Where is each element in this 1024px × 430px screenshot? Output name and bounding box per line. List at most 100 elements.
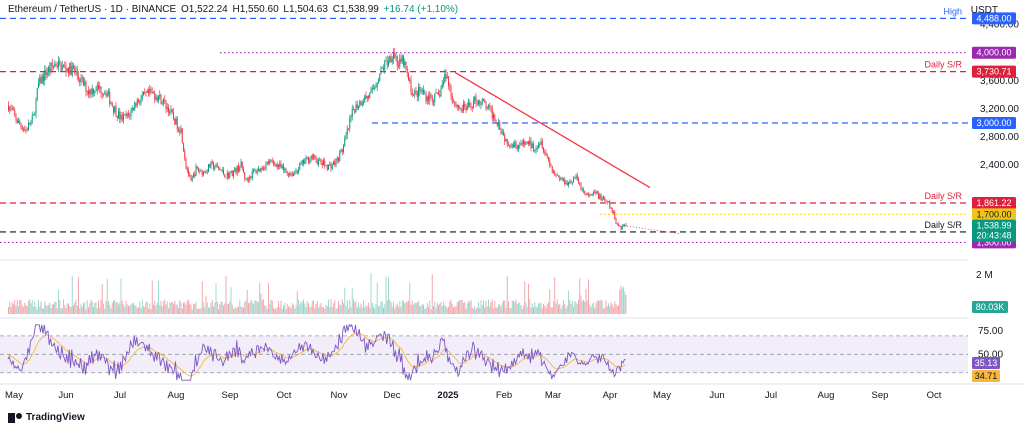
time-label: Aug [168,390,185,401]
volume-bar [90,299,92,314]
volume-bar [228,303,229,314]
time-label: May [5,390,23,401]
volume-bar [270,299,272,314]
time-axis[interactable]: May Jun Jul Aug Sep Oct Nov Dec 2025 Feb Mar Apr May… [5,390,942,401]
price-tag-text: 4,000.00 [976,48,1011,58]
volume-bar [129,306,131,314]
volume-bar [220,301,222,314]
volume-bar [190,304,192,314]
candle-body [463,103,464,112]
volume-bar [389,299,391,314]
candle-body [495,119,497,124]
volume-bar [395,305,397,314]
volume-bar [143,306,144,314]
candle-body [141,95,143,99]
candle-body [610,206,612,209]
candle-body [395,56,397,58]
volume-bar [564,304,566,314]
candle-body [238,165,239,171]
candle-body [390,56,392,62]
candle-body [323,160,324,166]
candle-body [173,112,174,119]
candle-body [274,162,276,165]
volume-bar [235,308,237,314]
candle-body [359,101,361,107]
volume-bar [234,307,236,314]
candle-body [193,174,194,178]
volume-bar [390,302,392,314]
candle-body [149,88,151,94]
rsi-tag-text: 35.13 [975,358,998,368]
candle-body [88,90,89,95]
candle-body [449,85,451,87]
volume-bar [344,287,346,314]
quote-currency[interactable]: USDT [970,5,998,16]
price-tag-text: 4,488.00 [976,13,1011,23]
candle-body [235,168,237,173]
candle-body [523,140,524,145]
candle-body [99,86,101,89]
candle-body [46,72,48,76]
trendline[interactable] [454,71,651,189]
candle-body [133,107,134,110]
candle-body [61,65,63,71]
volume-bar [81,306,83,314]
volume-bar [584,301,586,314]
candle-body [296,171,298,173]
candle-body [50,62,52,72]
candle-body [115,106,117,117]
rsi-line [7,323,626,381]
volume-bar [358,302,359,314]
time-label: Mar [545,390,561,401]
candle-body [130,110,132,117]
candle-body [106,93,108,96]
candle-body [489,105,491,107]
candle-body [194,174,196,177]
volume-bar [503,300,504,314]
volume-bar [621,288,623,314]
candle-body [81,77,83,79]
candle-body [565,182,567,185]
candle-body [56,65,58,68]
candle-body [605,199,607,202]
candle-body [234,168,236,172]
volume-bar [565,308,567,314]
volume-bar [70,306,72,314]
volume-bar [606,306,608,314]
candle-body [191,177,193,181]
volume-bar [474,306,476,314]
volume-bar [524,281,526,314]
tradingview-logo[interactable]: TradingView [8,412,85,423]
symbol-title[interactable]: Ethereum / TetherUS · 1D · BINANCE [8,4,177,15]
volume-bar [126,304,128,314]
volume-bar [559,303,561,314]
volume-bar [406,301,408,314]
tradingview-icon [8,412,22,423]
price-tag: 4,000.00 [972,46,1016,59]
price-change: +16.74 (+1.10%) [383,4,459,15]
volume-bar [306,300,308,314]
candle-body [494,114,496,120]
price-axis[interactable]: 4,400.00 3,600.00 3,200.00 2,800.00 2,400.00… [0,20,1024,385]
volume-bar [346,300,348,314]
price-tag: 1,700.00 [972,208,1016,221]
volume-bar [238,306,239,314]
volume-bar [166,301,168,314]
volume-bar [264,305,266,314]
volume-bar [351,288,353,314]
volume-bar [319,305,321,314]
volume-bar [371,302,373,314]
candle-body [490,106,492,109]
candle-body [388,62,389,66]
volume-bar [563,300,564,314]
volume-bar [385,276,387,314]
volume-bar [441,305,443,314]
volume-bar [515,299,517,314]
volume-bar [141,299,143,314]
volume-bar [386,300,388,314]
volume-bar [199,308,201,314]
volume-bar [180,302,182,314]
symbol-header[interactable]: Ethereum / TetherUS · 1D · BINANCE O1,52… [8,4,460,15]
volume-bar [588,279,589,314]
